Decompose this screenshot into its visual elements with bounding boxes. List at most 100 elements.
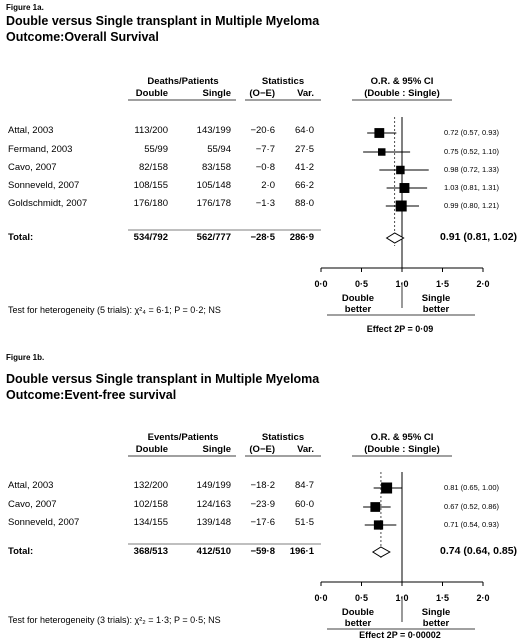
total-label: Total: — [8, 546, 34, 557]
total-label: Total: — [8, 232, 34, 243]
left-better-label: Double — [341, 293, 375, 304]
col-single-header: Single — [202, 88, 231, 99]
total-var: 196·1 — [289, 546, 314, 557]
figure-label: Figure 1b. — [6, 353, 45, 362]
heterogeneity-text: Test for heterogeneity (5 trials): χ²₄ =… — [8, 305, 221, 315]
effect-text: Effect 2P = 0·09 — [366, 324, 434, 334]
col-single-header: Single — [202, 444, 231, 455]
study-oe: −1·3 — [255, 198, 275, 209]
right-better-label: better — [422, 304, 450, 315]
total-ci-text: 0.91 (0.81, 1.02) — [440, 231, 518, 243]
study-ci-text: 0.72 (0.57, 0.93) — [444, 128, 500, 137]
study-name: Sonneveld, 2007 — [8, 180, 80, 191]
study-oe: −0·8 — [255, 162, 275, 173]
study-name: Sonneveld, 2007 — [8, 517, 80, 528]
heterogeneity-text: Test for heterogeneity (3 trials): χ²₂ =… — [8, 615, 221, 625]
statistics-header: Statistics — [261, 76, 305, 87]
total-double: 368/513 — [133, 546, 168, 557]
study-single: 143/199 — [196, 125, 231, 136]
right-better-label: Single — [421, 293, 451, 304]
total-single: 562/777 — [196, 232, 231, 243]
total-diamond — [371, 546, 391, 558]
or-ci-subheader: (Double : Single) — [364, 444, 440, 455]
study-ci-text: 0.98 (0.72, 1.33) — [444, 165, 500, 174]
study-or-box — [381, 482, 393, 494]
col-oe-header: (O−E) — [249, 88, 275, 99]
study-single: 139/148 — [196, 517, 231, 528]
left-better-label: Double — [341, 607, 375, 618]
x-tick-label: 0·0 — [314, 279, 328, 289]
study-or-box — [399, 183, 410, 193]
right-better-label: better — [422, 618, 450, 629]
total-diamond — [385, 232, 405, 244]
total-oe: −59·8 — [250, 546, 275, 557]
or-ci-subheader: (Double : Single) — [364, 88, 440, 99]
col-var-header: Var. — [297, 444, 314, 455]
chart-title: Double versus Single transplant in Multi… — [6, 372, 320, 386]
study-single: 55/94 — [207, 144, 231, 155]
study-double: 55/99 — [144, 144, 168, 155]
total-ci-text: 0.74 (0.64, 0.85) — [440, 545, 518, 557]
study-or-box — [396, 165, 405, 175]
study-ci-text: 0.67 (0.52, 0.86) — [444, 502, 500, 511]
study-single: 176/178 — [196, 198, 231, 209]
x-tick-label: 1·5 — [435, 593, 450, 603]
study-or-box — [370, 502, 381, 512]
study-var: 60·0 — [294, 499, 314, 510]
left-better-label: better — [344, 618, 372, 629]
study-var: 41·2 — [294, 162, 314, 173]
study-ci-text: 0.81 (0.65, 1.00) — [444, 483, 500, 492]
group-header: Deaths/Patients — [147, 76, 219, 87]
study-double: 82/158 — [138, 162, 168, 173]
group-header: Events/Patients — [147, 432, 219, 443]
x-tick-label: 1·0 — [395, 593, 409, 603]
study-ci-text: 0.75 (0.52, 1.10) — [444, 147, 500, 156]
study-or-box — [395, 200, 407, 212]
study-single: 124/163 — [196, 499, 231, 510]
x-tick-label: 1·5 — [435, 279, 450, 289]
col-double-header: Double — [135, 444, 168, 455]
x-tick-label: 2·0 — [476, 279, 490, 289]
study-ci-text: 0.71 (0.54, 0.93) — [444, 520, 500, 529]
study-oe: −18·2 — [250, 480, 275, 491]
study-double: 132/200 — [133, 480, 168, 491]
x-tick-label: 2·0 — [476, 593, 490, 603]
study-single: 105/148 — [196, 180, 231, 191]
left-better-label: better — [344, 304, 372, 315]
effect-text: Effect 2P = 0·00002 — [359, 630, 441, 640]
col-var-header: Var. — [297, 88, 314, 99]
study-double: 134/155 — [133, 517, 168, 528]
study-oe: −20·6 — [250, 125, 275, 136]
study-var: 84·7 — [294, 480, 314, 491]
study-double: 176/180 — [133, 198, 168, 209]
total-oe: −28·5 — [250, 232, 275, 243]
x-tick-label: 1·0 — [395, 279, 409, 289]
total-single: 412/510 — [196, 546, 231, 557]
study-var: 66·2 — [294, 180, 314, 191]
study-or-box — [378, 148, 386, 156]
total-double: 534/792 — [133, 232, 168, 243]
study-name: Attal, 2003 — [8, 125, 54, 136]
study-oe: 2·0 — [261, 180, 275, 191]
study-single: 149/199 — [196, 480, 231, 491]
right-better-label: Single — [421, 607, 451, 618]
study-ci-text: 0.99 (0.80, 1.21) — [444, 201, 500, 210]
x-tick-label: 0·0 — [314, 593, 328, 603]
chart-title: Double versus Single transplant in Multi… — [6, 14, 320, 28]
study-ci-text: 1.03 (0.81, 1.31) — [444, 183, 500, 192]
study-double: 113/200 — [134, 125, 168, 136]
col-oe-header: (O−E) — [249, 444, 275, 455]
study-var: 27·5 — [294, 144, 314, 155]
or-ci-header: O.R. & 95% CI — [370, 76, 434, 87]
study-name: Attal, 2003 — [8, 480, 54, 491]
or-ci-header: O.R. & 95% CI — [370, 432, 434, 443]
study-double: 102/158 — [133, 499, 168, 510]
study-oe: −23·9 — [250, 499, 275, 510]
study-var: 88·0 — [294, 198, 314, 209]
study-var: 64·0 — [294, 125, 314, 136]
col-double-header: Double — [135, 88, 168, 99]
study-or-box — [373, 520, 384, 530]
study-name: Fermand, 2003 — [8, 144, 73, 155]
